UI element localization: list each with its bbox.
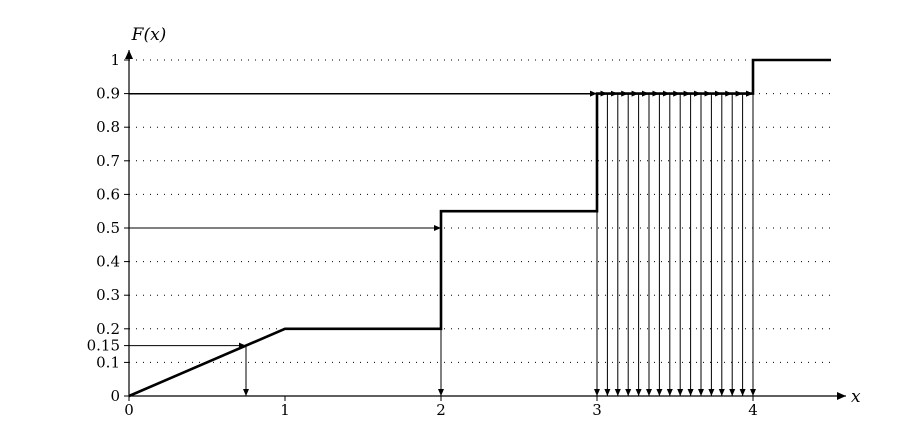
- y-tick-label: 0.7: [96, 152, 120, 170]
- y-tick-label: 0.3: [96, 286, 120, 304]
- y-tick-label: 0.9: [96, 85, 120, 103]
- series-layer: [128, 58, 831, 398]
- x-axis-label: x: [851, 387, 861, 407]
- y-tick-label: 0.1: [96, 353, 120, 371]
- cdf-series-line: [128, 58, 831, 398]
- y-axis-label: F(x): [131, 25, 167, 45]
- x-tick-label: 4: [748, 401, 758, 419]
- x-tick-label: 2: [436, 401, 446, 419]
- y-tick-label: 0.15: [87, 337, 120, 355]
- y-tick-label: 0.4: [96, 253, 120, 271]
- x-tick-label: 3: [592, 401, 602, 419]
- axes-layer: [124, 50, 846, 401]
- x-tick-label: 0: [124, 401, 134, 419]
- y-tick-label: 0: [110, 387, 120, 405]
- label-layer: 0 1 2 3 4 0 0.10.150.2 0.3 0.4 0.5 0.6 0.7 0.8 0.9 1 x F…: [87, 25, 861, 419]
- y-tick-label: 0.8: [96, 118, 120, 136]
- y-tick-label: 0.6: [96, 185, 120, 203]
- y-tick-label: 0.5: [96, 219, 120, 237]
- y-tick-label: 1: [110, 51, 120, 69]
- x-tick-label: 1: [280, 401, 290, 419]
- y-tick-label: 0.2: [96, 320, 120, 338]
